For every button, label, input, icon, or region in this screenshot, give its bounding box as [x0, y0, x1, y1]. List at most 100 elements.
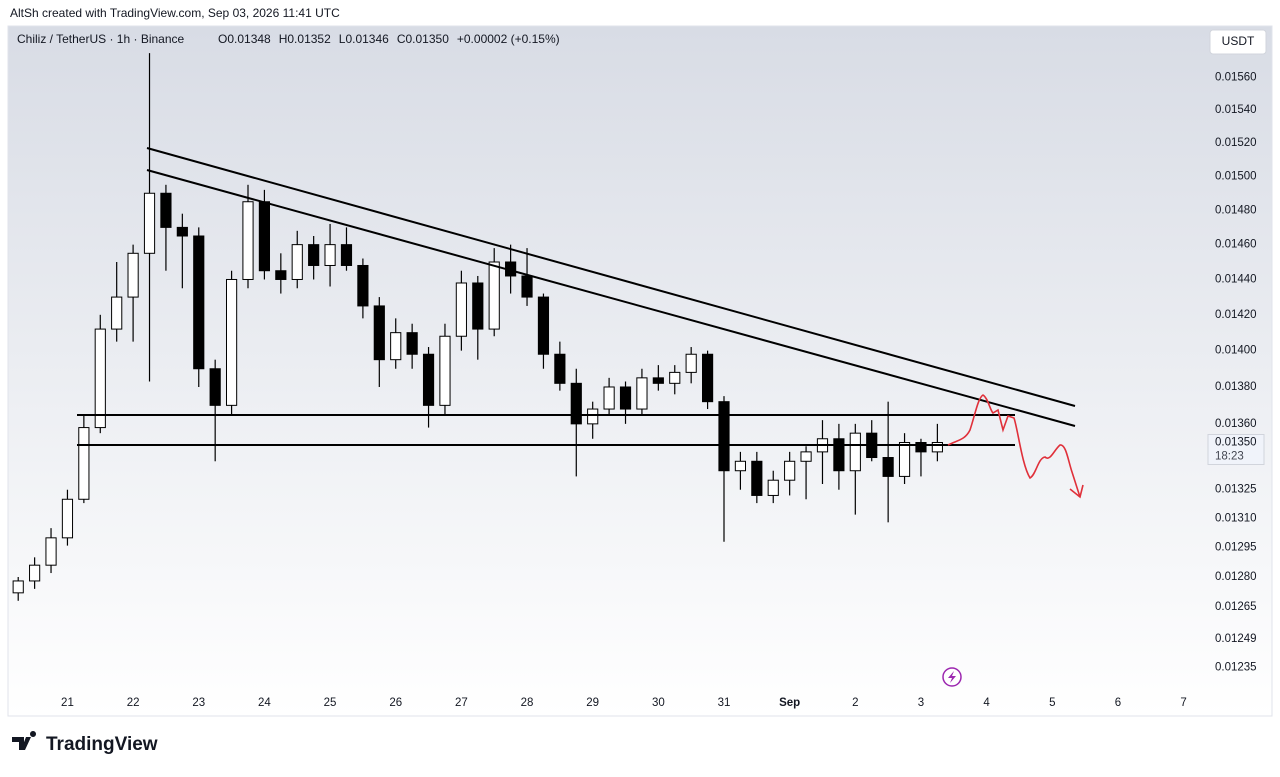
candle-body — [784, 460, 796, 481]
candle-body — [767, 479, 779, 496]
candle-body — [800, 451, 812, 462]
legend-value: L0.01346 — [339, 32, 389, 46]
candle-body — [636, 377, 648, 410]
x-tick-label: 5 — [1049, 697, 1055, 709]
candle-body — [357, 264, 369, 307]
candle-body — [12, 580, 24, 594]
candle-body — [176, 226, 188, 237]
candle-body — [193, 235, 205, 370]
candle-body — [275, 270, 287, 280]
candle-body — [225, 278, 238, 406]
x-tick-label: 7 — [1180, 697, 1186, 709]
candle-body — [915, 442, 927, 453]
y-tick-label: 0.01360 — [1215, 418, 1257, 430]
y-tick-label: 0.01325 — [1215, 484, 1257, 496]
brand: TradingView — [46, 734, 158, 755]
candle-body — [537, 296, 550, 355]
candle-body — [685, 353, 697, 373]
candle-body — [29, 564, 41, 582]
plot: 0.01560 0.01540 0.01520 0.01500 0.01480 0.014… — [12, 53, 1257, 709]
legend-value: H0.01352 — [279, 32, 331, 46]
symbol: Chiliz / TetherUS · 1h · Binance — [17, 32, 185, 46]
candle-body — [61, 498, 74, 539]
ohlc-legend: O0.01348 H0.01352 L0.01346 C0.01350 +0.00002… — [218, 32, 560, 46]
projection-sketch — [947, 394, 1084, 499]
candle-body — [209, 368, 221, 406]
x-tick-label: 2 — [852, 697, 858, 709]
countdown: 18:23 — [1215, 451, 1244, 463]
brand-logo: TradingView — [12, 730, 158, 755]
candle-body — [373, 305, 385, 361]
header: AltSh created with TradingView.com, Sep … — [10, 6, 340, 20]
candle-body — [439, 335, 451, 406]
candle-body — [455, 282, 467, 337]
last-price-tag: 0.01350 18:23 — [1207, 434, 1265, 466]
legend-value: C0.01350 — [397, 32, 449, 46]
x-tick-label: 3 — [918, 697, 924, 709]
candle-body — [472, 282, 484, 330]
candle-body — [521, 275, 533, 298]
currency-button[interactable] — [1209, 29, 1267, 55]
candle-body — [488, 261, 500, 330]
candle-body — [390, 332, 402, 361]
price-tag-box — [1207, 434, 1265, 466]
candle-body — [603, 386, 615, 410]
candle-body — [718, 401, 730, 472]
candle-body — [258, 201, 271, 272]
candle-body — [45, 537, 57, 566]
candle-body — [324, 244, 336, 266]
candle-body — [143, 192, 156, 254]
x-tick-label: 4 — [983, 697, 990, 709]
y-tick-label: 0.01249 — [1215, 633, 1257, 645]
candle-body — [78, 427, 90, 500]
candle-body — [652, 377, 664, 384]
candle-body — [849, 432, 861, 472]
y-tick-label: 0.01540 — [1215, 104, 1257, 116]
trend-line — [146, 169, 1076, 427]
candle-body — [833, 438, 845, 472]
x-tick-label: 23 — [192, 697, 205, 709]
y-tick-label: 0.01380 — [1215, 381, 1257, 393]
y-tick-label: 0.01235 — [1215, 661, 1257, 673]
candle-body — [931, 442, 943, 453]
candle-body — [94, 328, 106, 429]
candle-body — [882, 457, 894, 477]
x-tick-label: 6 — [1115, 697, 1121, 709]
lightning — [948, 671, 956, 683]
y-tick-label: 0.01480 — [1215, 204, 1257, 216]
candle-body — [701, 353, 714, 403]
candle-body — [127, 252, 139, 298]
y-tick-label: 0.01265 — [1215, 601, 1257, 613]
candle-body — [734, 460, 747, 472]
x-tick-label: 27 — [455, 697, 468, 709]
y-tick-label: 0.01280 — [1215, 571, 1257, 583]
candle-body — [291, 244, 303, 280]
logo-mark — [12, 730, 37, 750]
x-tick-label: 24 — [258, 697, 271, 709]
y-tick-label: 0.01420 — [1215, 309, 1257, 321]
x-tick-label: 31 — [718, 697, 731, 709]
candle-body — [340, 244, 353, 266]
y-tick-label: 0.01520 — [1215, 137, 1257, 149]
x-tick-label: 22 — [127, 697, 140, 709]
trend-line — [146, 147, 1076, 407]
chart-panel — [7, 25, 1273, 717]
candle-body — [554, 353, 566, 384]
candle-body — [308, 244, 320, 266]
y-tick-label: 0.01400 — [1215, 345, 1257, 357]
last-price: 0.01350 — [1215, 437, 1257, 449]
candle-body — [160, 192, 172, 228]
x-tick-label: Sep — [779, 697, 800, 709]
x-tick-label: 29 — [586, 697, 599, 709]
candle-body — [570, 382, 582, 425]
currency-label[interactable]: USDT — [1222, 34, 1255, 48]
drawings — [77, 147, 1076, 446]
candle-body — [406, 332, 418, 355]
candle-body — [242, 201, 254, 280]
y-tick-label: 0.01440 — [1215, 274, 1257, 286]
y-tick-label: 0.01295 — [1215, 542, 1257, 554]
candle-body — [422, 353, 435, 406]
y-tick-label: 0.01500 — [1215, 170, 1257, 182]
